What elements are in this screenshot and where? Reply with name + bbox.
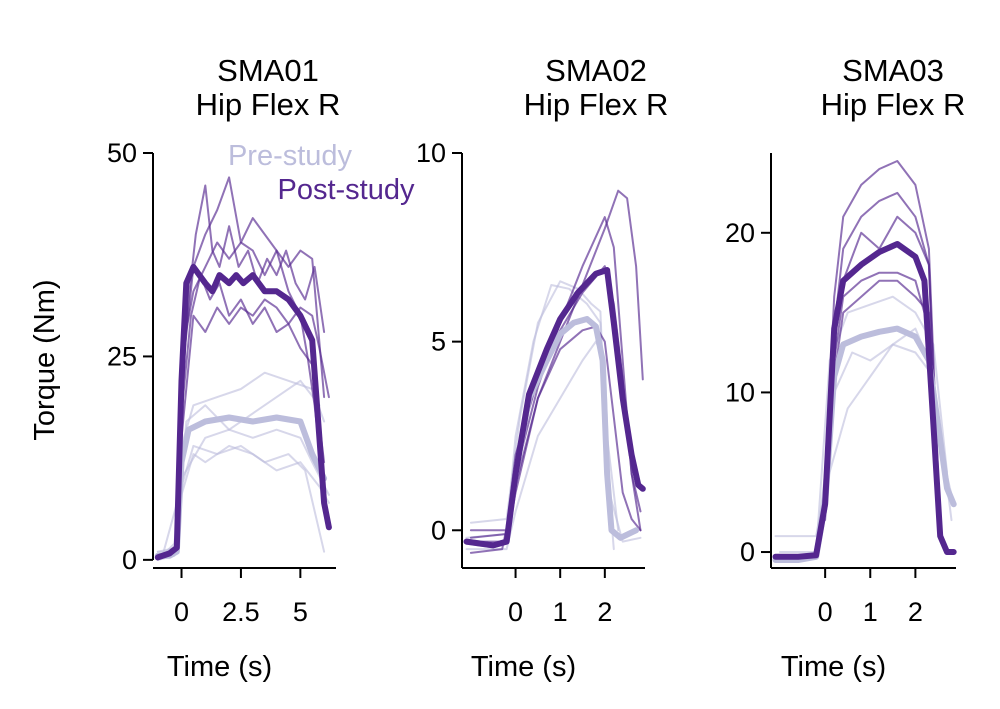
x-tick-label: 0	[508, 597, 523, 627]
chart-title-line-2: Hip Flex R	[524, 87, 669, 122]
series-line-post-trial	[180, 176, 326, 496]
y-axis-label: Torque (Nm)	[29, 279, 61, 440]
x-axis-label: Time (s)	[471, 651, 576, 683]
y-tick-label: 0	[431, 515, 446, 545]
chart-title-line-1: SMA01	[217, 53, 319, 88]
y-tick-label: 10	[416, 138, 446, 168]
x-axis-label: Time (s)	[167, 651, 272, 683]
series-group	[154, 176, 332, 561]
series-line-post-trial	[180, 184, 326, 399]
series-line-post-mean	[463, 267, 646, 549]
chart-title-line-2: Hip Flex R	[821, 87, 966, 122]
x-tick-label: 2	[597, 597, 612, 627]
y-tick-label: 20	[725, 218, 755, 248]
y-tick-label: 50	[107, 138, 137, 168]
y-tick-label: 5	[431, 327, 446, 357]
series-line-post-trial	[180, 241, 326, 399]
x-tick-label: 1	[863, 597, 878, 627]
y-tick-label: 25	[107, 341, 137, 371]
y-tick-label: 10	[725, 377, 755, 407]
series-line-pre-trial	[465, 340, 642, 551]
series-line-post-mean	[772, 241, 957, 560]
y-tick-label: 0	[740, 537, 755, 567]
legend-pre-study: Pre-study	[228, 140, 353, 172]
series-line-post-mean	[154, 263, 332, 561]
chart-title-line-2: Hip Flex R	[196, 87, 341, 122]
series-line-post-trial	[180, 298, 330, 439]
x-tick-label: 5	[293, 597, 308, 627]
chart-title-line-1: SMA03	[842, 53, 944, 88]
series-line-post-trial	[824, 160, 939, 490]
x-tick-label: 2	[908, 597, 923, 627]
series-group	[772, 160, 957, 563]
x-tick-label: 0	[174, 597, 189, 627]
x-tick-label: 0	[818, 597, 833, 627]
x-tick-label: 1	[553, 597, 568, 627]
series-group	[463, 189, 646, 554]
x-tick-label: 2.5	[222, 597, 260, 627]
y-tick-label: 0	[122, 545, 137, 575]
legend-post-study: Post-study	[278, 174, 415, 206]
chart-title-line-1: SMA02	[545, 53, 647, 88]
x-axis-label: Time (s)	[781, 651, 886, 683]
series-line-pre-trial	[161, 444, 326, 557]
